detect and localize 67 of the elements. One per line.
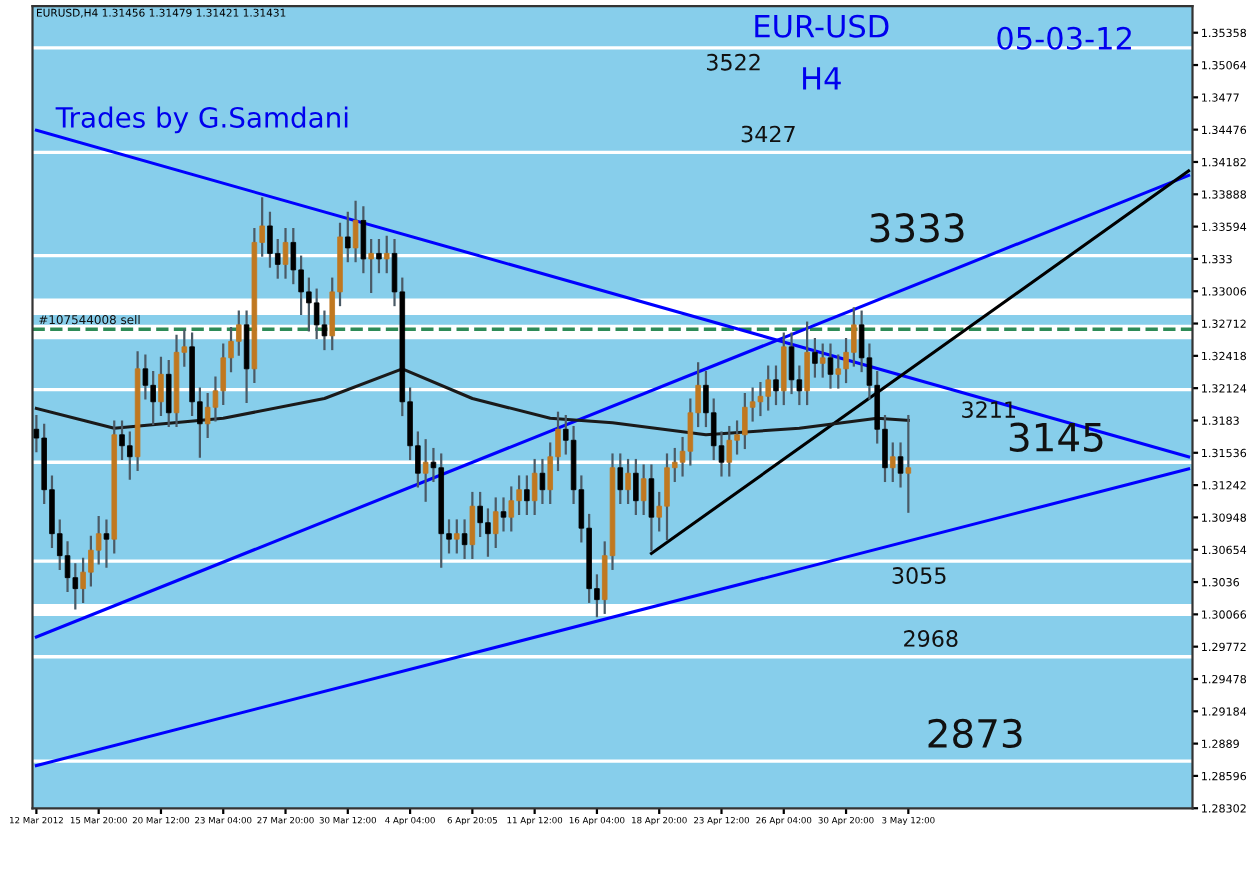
candlestick: [835, 354, 842, 389]
candlestick: [633, 458, 639, 516]
candlestick: [290, 228, 297, 285]
candlestick: [539, 458, 546, 505]
candlestick: [781, 332, 787, 406]
candlestick: [95, 516, 102, 565]
candlestick: [757, 381, 764, 417]
candlestick: [617, 453, 624, 505]
candlestick: [477, 491, 483, 537]
annotation: 3427: [741, 125, 795, 143]
candlestick: [165, 360, 172, 428]
candlestick: [282, 228, 289, 279]
candlestick: [158, 356, 164, 417]
candlestick: [485, 508, 491, 557]
candlestick: [819, 343, 826, 378]
candlestick: [306, 277, 312, 332]
line-series: [34, 367, 910, 437]
candlestick: [625, 458, 631, 505]
candlestick: [368, 239, 374, 293]
candlestick: [524, 475, 530, 516]
candlestick: [103, 519, 110, 568]
candlestick: [773, 365, 779, 406]
candlestick: [127, 431, 133, 480]
candlestick: [765, 365, 771, 411]
candlestick: [827, 343, 834, 389]
candlestick: [376, 239, 382, 274]
candlestick: [851, 307, 857, 367]
candlestick: [383, 235, 390, 274]
candlestick: [461, 519, 468, 559]
candlestick: [80, 557, 86, 603]
candlestick: [492, 497, 499, 548]
candlestick: [454, 519, 460, 554]
candlestick: [360, 206, 367, 274]
annotation: 3333: [870, 213, 964, 243]
candlestick: [243, 310, 250, 403]
candlestick: [236, 310, 242, 356]
candlestick: [142, 354, 149, 400]
candlestick: [804, 321, 810, 406]
candlestick: [508, 486, 515, 532]
annotation: 3522: [706, 53, 760, 71]
candlestick: [119, 420, 125, 461]
candlestick: [345, 211, 351, 263]
annotation: 3211: [962, 401, 1015, 419]
candlestick: [422, 439, 429, 502]
candlestick: [890, 442, 896, 483]
annotation: 05-03-12: [997, 26, 1131, 50]
candlestick: [516, 475, 522, 516]
candlestick: [352, 200, 359, 263]
candlestick: [664, 453, 670, 541]
annotation: 3145: [1009, 422, 1103, 452]
candlestick: [267, 211, 273, 268]
annotation: 3055: [892, 567, 946, 584]
annotation: 2968: [904, 630, 958, 647]
candlestick: [742, 392, 748, 450]
candlestick: [812, 338, 818, 378]
candlestick: [469, 491, 476, 559]
candlestick: [88, 535, 94, 587]
candlestick: [905, 414, 912, 513]
candlestick: [726, 425, 733, 477]
candlestick: [150, 371, 156, 425]
annotation: 2873: [928, 718, 1022, 749]
chart-title: EUR-USD: [755, 14, 889, 38]
candlestick: [531, 458, 538, 516]
candlestick: [640, 464, 647, 516]
text: H4: [803, 67, 841, 90]
candlestick: [500, 497, 507, 532]
annotation: Trades by G.Samdani: [55, 106, 348, 134]
